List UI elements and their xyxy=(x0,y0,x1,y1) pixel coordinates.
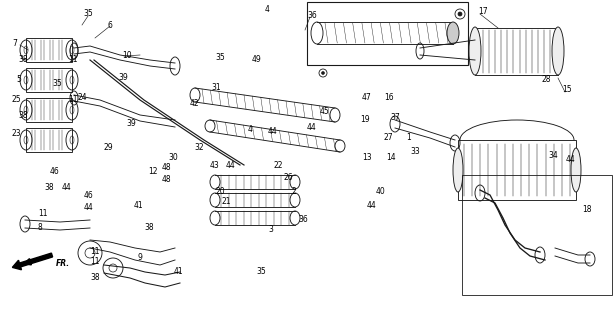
Text: 35: 35 xyxy=(215,52,225,61)
Text: 41: 41 xyxy=(174,268,184,276)
Ellipse shape xyxy=(322,71,325,75)
Text: 5: 5 xyxy=(16,76,21,84)
Text: 2: 2 xyxy=(292,188,297,196)
Text: 41: 41 xyxy=(134,201,144,210)
Text: 7: 7 xyxy=(12,38,17,47)
Bar xyxy=(26,128,72,152)
Ellipse shape xyxy=(447,22,459,44)
Text: 49: 49 xyxy=(252,55,262,65)
Ellipse shape xyxy=(458,12,462,16)
Text: 25: 25 xyxy=(12,95,22,105)
Text: 11: 11 xyxy=(90,258,100,267)
Text: 36: 36 xyxy=(298,215,308,225)
Text: 38: 38 xyxy=(44,183,54,193)
Bar xyxy=(462,175,612,295)
Text: 35: 35 xyxy=(256,268,265,276)
Text: 38: 38 xyxy=(18,110,28,119)
Bar xyxy=(307,2,468,65)
Bar xyxy=(26,98,72,122)
Text: 24: 24 xyxy=(78,92,87,101)
Text: 17: 17 xyxy=(478,7,488,17)
Text: 29: 29 xyxy=(104,143,113,153)
Text: 11: 11 xyxy=(38,209,47,218)
Text: 26: 26 xyxy=(284,173,294,182)
Text: 47: 47 xyxy=(362,92,371,101)
Text: 46: 46 xyxy=(50,167,60,177)
Text: 46: 46 xyxy=(84,190,94,199)
Text: 8: 8 xyxy=(38,223,43,233)
Text: 44: 44 xyxy=(84,203,94,212)
Text: 42: 42 xyxy=(190,99,200,108)
Text: 44: 44 xyxy=(268,127,278,137)
Text: 37: 37 xyxy=(390,114,400,123)
Text: 31: 31 xyxy=(211,84,221,92)
Text: 16: 16 xyxy=(384,92,394,101)
Text: 35: 35 xyxy=(52,78,62,87)
Text: 39: 39 xyxy=(118,74,128,83)
Text: 12: 12 xyxy=(148,167,158,177)
Text: 22: 22 xyxy=(274,161,283,170)
Text: 27: 27 xyxy=(384,133,394,142)
Text: 32: 32 xyxy=(194,143,204,153)
Text: 28: 28 xyxy=(542,76,551,84)
Text: FR.: FR. xyxy=(56,259,70,268)
Text: 3: 3 xyxy=(268,226,273,235)
Text: 14: 14 xyxy=(386,153,395,162)
Text: 15: 15 xyxy=(562,85,572,94)
Text: 19: 19 xyxy=(360,116,370,124)
Text: 9: 9 xyxy=(138,253,143,262)
Text: 36: 36 xyxy=(307,11,317,20)
Text: 44: 44 xyxy=(62,183,71,193)
Ellipse shape xyxy=(469,27,481,75)
Text: 44: 44 xyxy=(307,124,317,132)
Text: 11: 11 xyxy=(68,55,78,65)
Text: 38: 38 xyxy=(90,274,100,283)
Text: 48: 48 xyxy=(162,164,172,172)
Text: 43: 43 xyxy=(210,161,220,170)
Ellipse shape xyxy=(571,148,581,192)
Text: 13: 13 xyxy=(362,154,371,163)
Text: 11: 11 xyxy=(68,95,78,105)
Text: 33: 33 xyxy=(410,148,419,156)
Text: 1: 1 xyxy=(406,133,411,142)
Ellipse shape xyxy=(453,148,463,192)
Text: 23: 23 xyxy=(12,129,22,138)
Text: 21: 21 xyxy=(222,197,232,206)
Text: 35: 35 xyxy=(83,10,93,19)
Bar xyxy=(458,140,576,200)
Bar xyxy=(26,38,72,62)
Text: 30: 30 xyxy=(168,154,178,163)
Ellipse shape xyxy=(552,27,564,75)
Text: 48: 48 xyxy=(162,175,172,185)
Text: 11: 11 xyxy=(90,247,100,257)
Text: 4: 4 xyxy=(265,5,270,14)
Text: 40: 40 xyxy=(376,188,386,196)
Text: 38: 38 xyxy=(144,223,153,233)
Text: 10: 10 xyxy=(122,51,132,60)
Text: 38: 38 xyxy=(18,55,28,65)
Text: 6: 6 xyxy=(108,20,113,29)
Text: 20: 20 xyxy=(216,188,225,196)
FancyArrow shape xyxy=(12,253,52,270)
Text: 18: 18 xyxy=(582,205,591,214)
Bar xyxy=(26,68,72,92)
Text: 39: 39 xyxy=(126,118,136,127)
Text: 34: 34 xyxy=(548,150,557,159)
Text: 44: 44 xyxy=(566,156,576,164)
Text: 44: 44 xyxy=(226,161,236,170)
Text: 4: 4 xyxy=(248,125,253,134)
Text: 45: 45 xyxy=(320,108,330,116)
Text: 44: 44 xyxy=(367,201,377,210)
